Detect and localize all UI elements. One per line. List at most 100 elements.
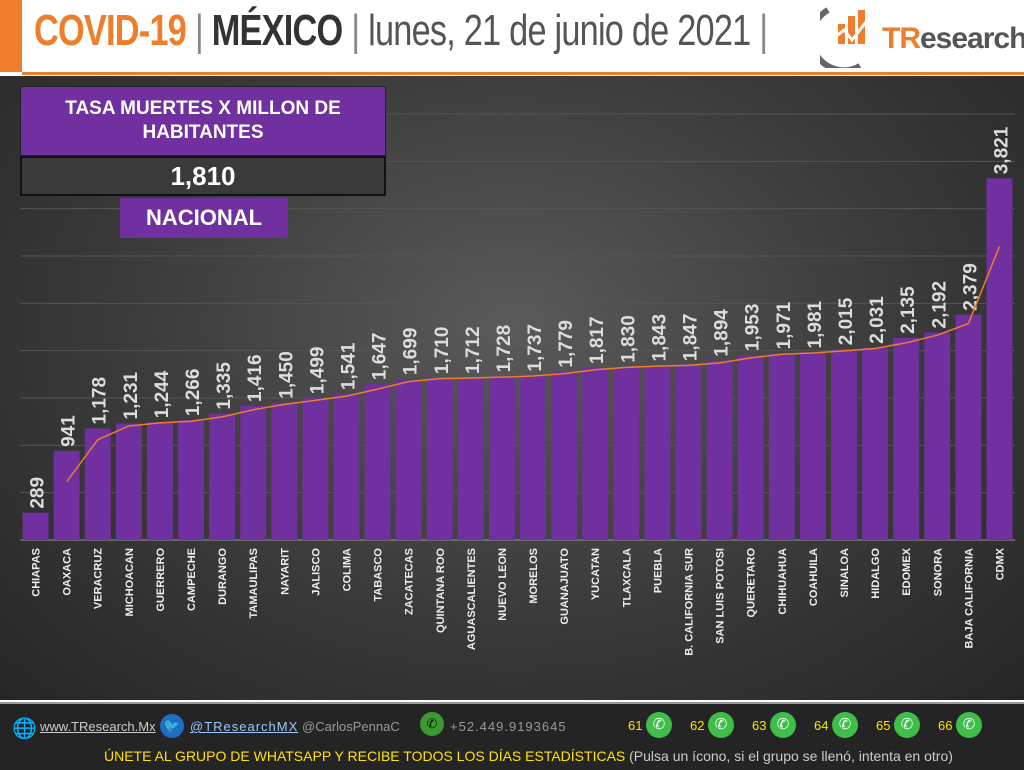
category-label: B. CALIFORNIA SUR (684, 548, 696, 656)
divider (22, 72, 1024, 75)
whatsapp-icon[interactable]: ✆ (894, 712, 920, 738)
header: COVID-19 | MÉXICO | lunes, 21 de junio d… (0, 0, 1024, 72)
page-title: COVID-19 | MÉXICO | lunes, 21 de junio d… (34, 6, 768, 55)
category-label: COAHUILA (808, 548, 820, 606)
data-label: 2,015 (836, 297, 857, 345)
whatsapp-cta: ÚNETE AL GRUPO DE WHATSAPP Y RECIBE TODO… (104, 748, 953, 764)
bar (209, 413, 236, 540)
data-label: 941 (59, 415, 80, 447)
data-label: 1,981 (805, 300, 826, 348)
bar (302, 398, 329, 540)
logo-icon (820, 7, 868, 68)
category-label: CHIAPAS (31, 548, 43, 597)
bar (955, 314, 982, 540)
bar (830, 349, 857, 540)
category-label: CAMPECHE (186, 548, 198, 611)
data-label: 1,335 (214, 362, 235, 410)
category-label: YUCATAN (590, 548, 602, 600)
bar (551, 371, 578, 540)
data-label: 2,031 (867, 296, 888, 344)
category-label: MORELOS (528, 548, 540, 604)
bar (53, 450, 80, 540)
data-label: 1,244 (152, 370, 173, 418)
bar-chart: 289 CHIAPAS 941 OAXACA 1,178 VERACRUZ 1,231 MIC… (20, 113, 1015, 656)
twitter-icon: 🐦 (160, 714, 184, 738)
national-value: 1,810 (20, 156, 386, 196)
national-label: NACIONAL (120, 198, 288, 238)
category-label: GUERRERO (155, 548, 167, 612)
phone-number: +52.449.9193645 (450, 719, 567, 734)
category-label: CDMX (994, 547, 1006, 580)
bar (22, 512, 49, 540)
category-label: HIDALGO (870, 548, 882, 599)
whatsapp-icon[interactable]: ✆ (832, 712, 858, 738)
data-label: 1,953 (743, 304, 764, 352)
category-label: JALISCO (310, 548, 322, 596)
group-number: 64 (814, 718, 829, 733)
author-handle: @CarlosPennaC (302, 719, 400, 734)
bar (582, 367, 609, 540)
footer: 🌐 www.TResearch.Mx 🐦 @TResearchMX @Carlo… (0, 702, 1024, 770)
group-number: 63 (752, 718, 767, 733)
whatsapp-icon[interactable]: ✆ (956, 712, 982, 738)
data-label: 1,737 (525, 324, 546, 372)
group-number: 61 (628, 718, 643, 733)
category-label: NUEVO LEON (497, 548, 509, 621)
category-label: OAXACA (62, 548, 74, 596)
category-label: AGUASCALIENTES (466, 548, 478, 650)
category-label: GUANAJUATO (559, 548, 571, 625)
data-label: 2,135 (898, 286, 919, 334)
bar (84, 428, 111, 540)
data-label: 1,266 (183, 369, 204, 417)
globe-icon: 🌐 (12, 718, 37, 740)
data-label: 1,231 (121, 371, 142, 419)
accent-bar (0, 0, 22, 72)
category-label: MICHOACAN (124, 548, 136, 616)
category-label: QUERETARO (746, 548, 758, 618)
bar (271, 402, 298, 540)
category-label: CHIHUAHUA (777, 548, 789, 615)
bar (893, 337, 920, 540)
bar (488, 376, 515, 540)
category-label: BAJA CALIFORNIA (963, 548, 975, 648)
data-label: 3,821 (991, 126, 1012, 174)
group-number: 66 (938, 718, 953, 733)
bar (395, 379, 422, 540)
data-label: 1,450 (276, 351, 297, 399)
data-label: 1,178 (90, 377, 111, 425)
data-label: 1,971 (774, 301, 795, 349)
data-label: 1,830 (618, 315, 639, 363)
bar (426, 378, 453, 540)
data-label: 1,416 (245, 354, 266, 402)
data-label: 2,192 (929, 281, 950, 329)
category-label: TAMAULIPAS (248, 548, 260, 618)
bar (799, 352, 826, 540)
bar (115, 423, 142, 540)
data-label: 1,541 (338, 342, 359, 390)
phone-icon: ✆ (420, 712, 444, 736)
bar (644, 365, 671, 540)
data-label: 2,379 (960, 263, 981, 311)
data-label: 289 (28, 477, 49, 509)
category-label: QUINTANA ROO (435, 548, 447, 633)
category-label: TLAXCALA (621, 548, 633, 607)
category-label: SAN LUIS POTOSI (715, 548, 727, 644)
box-title: TASA MUERTES X MILLON DE HABITANTES (20, 86, 386, 156)
data-label: 1,699 (401, 328, 422, 376)
bar (675, 365, 702, 540)
whatsapp-icon[interactable]: ✆ (708, 712, 734, 738)
bar (862, 347, 889, 540)
whatsapp-icon[interactable]: ✆ (646, 712, 672, 738)
category-label: TABASCO (373, 548, 385, 602)
whatsapp-icon[interactable]: ✆ (770, 712, 796, 738)
data-label: 1,779 (556, 320, 577, 368)
group-number: 62 (690, 718, 705, 733)
website-link[interactable]: www.TResearch.Mx (40, 719, 156, 734)
category-label: SINALOA (839, 548, 851, 598)
category-label: EDOMEX (901, 547, 913, 595)
bar (178, 420, 205, 540)
category-label: COLIMA (341, 548, 353, 591)
data-label: 1,847 (681, 314, 702, 362)
bar (520, 375, 547, 540)
twitter-link[interactable]: @TResearchMX (190, 719, 299, 734)
